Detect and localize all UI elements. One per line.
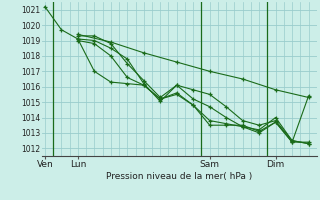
X-axis label: Pression niveau de la mer( hPa ): Pression niveau de la mer( hPa )	[106, 172, 252, 181]
